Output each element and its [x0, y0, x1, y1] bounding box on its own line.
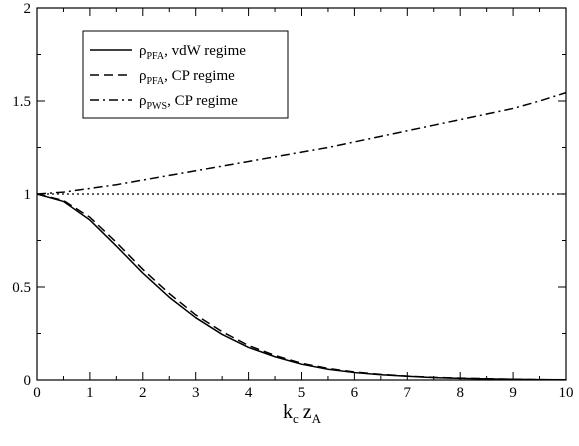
series-line-2	[36, 193, 567, 381]
legend-label-1: ρPFA, vdW regime	[139, 43, 246, 62]
x-tick-label: 10	[559, 385, 574, 401]
series-line-1	[36, 193, 567, 381]
legend-label-3: ρPWS, CP regime	[139, 93, 238, 112]
y-tick-label: 0.5	[12, 280, 31, 296]
y-tick-label: 1	[24, 187, 32, 203]
y-tick-label: 2	[24, 1, 32, 17]
x-tick-label: 2	[139, 385, 147, 401]
legend-box	[82, 30, 289, 119]
legend-label-2: ρPFA, CP regime	[139, 68, 235, 87]
series-line-3	[36, 91, 567, 195]
y-tick-label: 0	[24, 373, 32, 389]
x-tick-label: 5	[298, 385, 306, 401]
x-tick-label: 6	[351, 385, 359, 401]
x-tick-label: 7	[404, 385, 412, 401]
x-tick-label: 8	[456, 385, 464, 401]
x-tick-label: 1	[86, 385, 94, 401]
x-tick-label: 9	[509, 385, 517, 401]
y-tick-label: 1.5	[12, 94, 31, 110]
x-tick-label: 4	[245, 385, 253, 401]
x-tick-label: 0	[33, 385, 41, 401]
x-tick-label: 3	[192, 385, 200, 401]
x-axis-label: kc zA	[283, 401, 322, 426]
